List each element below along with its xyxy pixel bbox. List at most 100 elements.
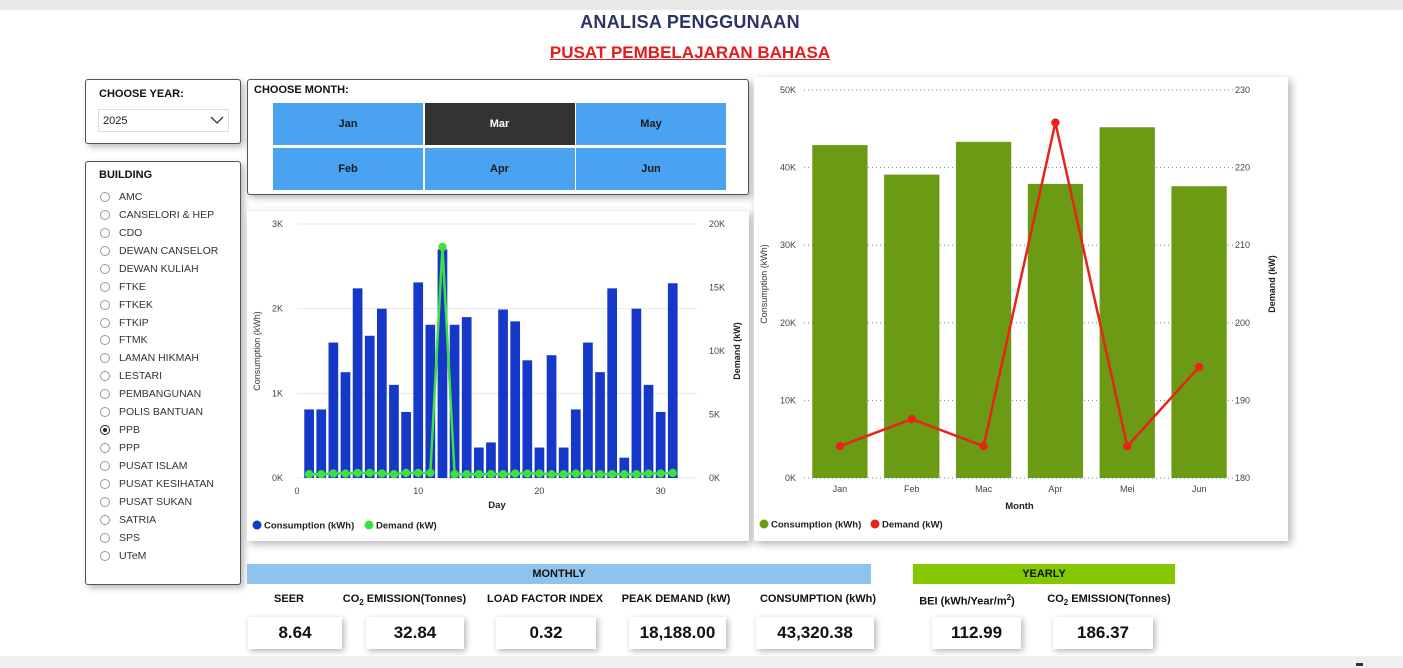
- month-button-mar[interactable]: Mar: [424, 103, 575, 145]
- demand-point: [401, 468, 411, 478]
- building-option-dewan-kuliah[interactable]: DEWAN KULIAH: [100, 260, 218, 278]
- radio-button-icon[interactable]: [100, 371, 110, 382]
- radio-button-icon[interactable]: [100, 299, 110, 310]
- month-button-jun[interactable]: Jun: [576, 148, 726, 190]
- radio-button-icon[interactable]: [100, 514, 110, 525]
- radio-button-icon[interactable]: [100, 461, 110, 472]
- radio-button-icon[interactable]: [100, 425, 110, 436]
- month-button-may[interactable]: May: [576, 103, 726, 145]
- radio-button-icon[interactable]: [100, 227, 110, 238]
- demand-point: [450, 469, 459, 479]
- radio-button-icon[interactable]: [100, 550, 110, 561]
- building-option-pusat-sukan[interactable]: PUSAT SUKAN: [100, 493, 218, 511]
- legend-demand-label: Demand (kW): [376, 521, 437, 532]
- page-indicator: [1356, 663, 1363, 666]
- demand-point: [389, 469, 399, 479]
- co2-value: 32.84: [366, 617, 464, 649]
- consumption-bar: [1171, 186, 1227, 478]
- consumption-bar: [364, 335, 375, 478]
- radio-button-icon[interactable]: [100, 263, 110, 274]
- building-option-amc[interactable]: AMC: [100, 188, 218, 206]
- building-option-pusat-kesihatan[interactable]: PUSAT KESIHATAN: [100, 475, 218, 493]
- building-option-label: PEMBANGUNAN: [119, 388, 202, 401]
- legend-demand-marker: [364, 520, 374, 530]
- radio-button-icon[interactable]: [100, 353, 110, 364]
- building-option-ppb[interactable]: PPB: [100, 421, 218, 439]
- consumption-bar: [316, 409, 327, 478]
- building-option-sps[interactable]: SPS: [100, 529, 218, 547]
- radio-button-icon[interactable]: [100, 532, 110, 543]
- month-button-jan[interactable]: Jan: [273, 103, 423, 145]
- building-option-label: UTeM: [119, 549, 147, 562]
- building-option-laman-hikmah[interactable]: LAMAN HIKMAH: [100, 349, 218, 367]
- building-option-canselori-and-hep[interactable]: CANSELORI & HEP: [100, 206, 218, 224]
- bei-label: BEI (kWh/Year/m2): [908, 593, 1026, 608]
- building-option-label: SPS: [119, 531, 141, 544]
- building-option-label: PUSAT KESIHATAN: [119, 477, 214, 490]
- consumption-bar: [510, 321, 521, 478]
- building-option-utem[interactable]: UTeM: [100, 547, 218, 565]
- x-tick-label: 30: [656, 486, 666, 496]
- radio-button-icon[interactable]: [100, 407, 110, 418]
- radio-button-icon[interactable]: [100, 317, 110, 328]
- consumption-bar: [884, 174, 940, 479]
- radio-button-icon[interactable]: [100, 209, 110, 220]
- monthly-chart-svg: 0K 10K 20K 30K 40K 50K 180 190 200 210 220 230 Jan Fe…: [759, 85, 1277, 531]
- radio-button-icon[interactable]: [100, 389, 110, 400]
- legend-consumption-label: Consumption (kWh): [771, 520, 861, 531]
- building-option-ftmk[interactable]: FTMK: [100, 332, 218, 350]
- year-slicer: CHOOSE YEAR: 2025: [85, 79, 241, 144]
- month-button-feb[interactable]: Feb: [273, 148, 423, 190]
- y-axis-title: Consumption (kWh): [252, 311, 262, 391]
- consumption-bar: [812, 145, 868, 478]
- building-option-label: CANSELORI & HEP: [119, 208, 215, 221]
- building-option-label: PUSAT ISLAM: [119, 460, 188, 473]
- building-option-label: CDO: [119, 226, 143, 239]
- year-dropdown[interactable]: 2025: [98, 109, 229, 132]
- y2-tick-label: 210: [1235, 240, 1250, 250]
- building-option-label: PPB: [119, 424, 141, 437]
- co2-label-sub: 2: [359, 598, 364, 608]
- radio-button-icon[interactable]: [100, 478, 110, 489]
- consumption-bar: [631, 308, 642, 478]
- radio-button-icon[interactable]: [100, 281, 110, 292]
- building-option-dewan-canselor[interactable]: DEWAN CANSELOR: [100, 242, 218, 260]
- building-option-pembangunan[interactable]: PEMBANGUNAN: [100, 385, 218, 403]
- y2-tick-label: 200: [1235, 318, 1250, 328]
- consumption-bar: [461, 317, 472, 478]
- demand-point: [474, 469, 484, 479]
- daily-consumption-chart: 0K 1K 2K 3K 0K 5K 10K 15K 20K 0 10 20 30 Day Consumpti…: [247, 211, 749, 541]
- building-option-lestari[interactable]: LESTARI: [100, 367, 218, 385]
- demand-point: [907, 414, 916, 424]
- consumption-bar: [643, 384, 654, 478]
- building-option-ftkek[interactable]: FTKEK: [100, 296, 218, 314]
- y-tick-label: 20K: [780, 318, 796, 328]
- monthly-consumption-chart: 0K 10K 20K 30K 40K 50K 180 190 200 210 220 230 Jan Fe…: [754, 77, 1288, 541]
- radio-button-icon[interactable]: [100, 443, 110, 454]
- bei-label-sup: 2: [1006, 593, 1012, 602]
- demand-point: [462, 469, 471, 479]
- radio-button-icon[interactable]: [100, 496, 110, 507]
- consumption-bar: [558, 447, 569, 478]
- x-axis-title: Day: [488, 500, 506, 511]
- building-option-polis-bantuan[interactable]: POLIS BANTUAN: [100, 403, 218, 421]
- top-bar: [0, 0, 1403, 10]
- building-option-ftkip[interactable]: FTKIP: [100, 314, 218, 332]
- building-option-pusat-islam[interactable]: PUSAT ISLAM: [100, 457, 218, 475]
- co2-label-prefix: CO: [342, 593, 360, 605]
- building-option-ftke[interactable]: FTKE: [100, 278, 218, 296]
- demand-point: [644, 469, 653, 478]
- building-option-ppp[interactable]: PPP: [100, 439, 218, 457]
- demand-point: [353, 468, 362, 478]
- demand-point: [414, 468, 423, 478]
- bei-value: 112.99: [932, 617, 1021, 649]
- legend-demand-marker: [870, 519, 880, 529]
- radio-button-icon[interactable]: [100, 335, 110, 346]
- radio-button-icon[interactable]: [100, 191, 110, 202]
- radio-button-icon[interactable]: [100, 245, 110, 256]
- building-option-cdo[interactable]: CDO: [100, 224, 218, 242]
- month-button-apr[interactable]: Apr: [424, 148, 575, 190]
- building-option-satria[interactable]: SATRIA: [100, 511, 218, 529]
- demand-point: [595, 469, 605, 479]
- consumption-bar: [619, 457, 630, 478]
